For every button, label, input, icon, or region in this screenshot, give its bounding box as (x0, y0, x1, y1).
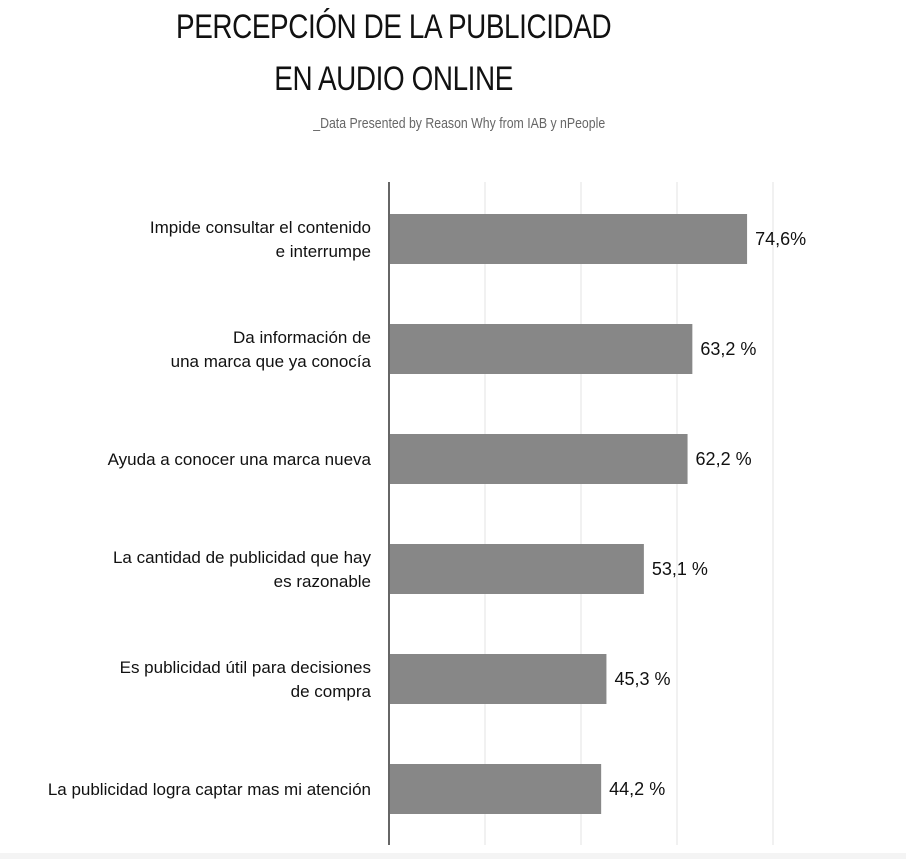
bar (390, 764, 602, 814)
bar (390, 544, 644, 594)
value-label: 63,2 % (700, 339, 756, 359)
category-label: Es publicidad útil para decisiones (120, 658, 371, 677)
category-label: una marca que ya conocía (171, 352, 372, 371)
value-label: 44,2 % (609, 779, 665, 799)
value-label: 62,2 % (696, 449, 752, 469)
value-label: 74,6% (755, 229, 806, 249)
chart-subtitle: _Data Presented by Reason Why from IAB y… (313, 115, 606, 132)
category-label: Da información de (233, 328, 371, 347)
bar (390, 654, 607, 704)
chart-title-line-1: PERCEPCIÓN DE LA PUBLICIDAD (176, 8, 612, 46)
bar (390, 324, 693, 374)
category-label: Impide consultar el contenido (150, 218, 371, 237)
category-label: La publicidad logra captar mas mi atenci… (48, 780, 371, 799)
category-label: de compra (291, 682, 372, 701)
value-label: 45,3 % (614, 669, 670, 689)
chart-title-line-2: EN AUDIO ONLINE (274, 60, 513, 98)
value-label: 53,1 % (652, 559, 708, 579)
category-label: es razonable (274, 572, 371, 591)
bar (390, 214, 748, 264)
footer-strip (0, 853, 906, 859)
bar (390, 434, 688, 484)
category-label: e interrumpe (276, 242, 371, 261)
category-label: La cantidad de publicidad que hay (113, 548, 372, 567)
category-label: Ayuda a conocer una marca nueva (108, 450, 372, 469)
